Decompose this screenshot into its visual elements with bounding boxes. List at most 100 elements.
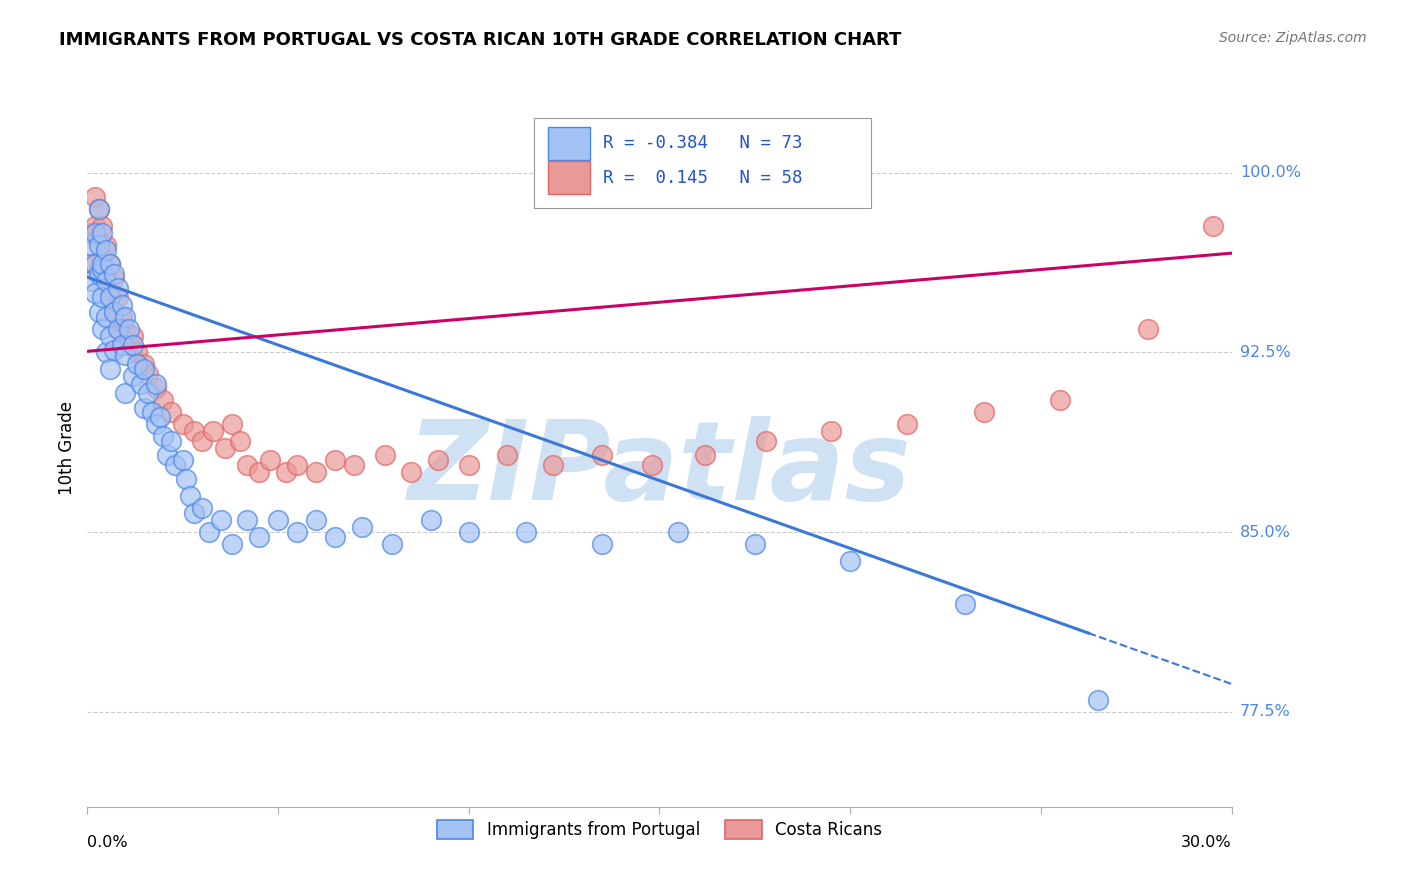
Point xyxy=(83,190,105,204)
Point xyxy=(236,458,259,472)
Point xyxy=(87,261,110,276)
Point xyxy=(163,458,186,472)
Point xyxy=(323,530,346,544)
Legend: Immigrants from Portugal, Costa Ricans: Immigrants from Portugal, Costa Ricans xyxy=(430,813,889,846)
Point xyxy=(103,305,125,319)
Point xyxy=(267,513,290,527)
Point xyxy=(156,449,179,463)
Point xyxy=(145,376,167,391)
FancyBboxPatch shape xyxy=(533,118,872,208)
Point xyxy=(91,290,114,304)
Point xyxy=(96,310,118,324)
Point xyxy=(427,453,450,467)
Point xyxy=(134,362,156,376)
Point xyxy=(755,434,778,448)
Point xyxy=(114,321,136,335)
Point xyxy=(98,328,121,343)
Point xyxy=(87,267,110,281)
Point xyxy=(129,376,152,391)
Text: Source: ZipAtlas.com: Source: ZipAtlas.com xyxy=(1219,31,1367,45)
Point xyxy=(183,506,205,520)
Point xyxy=(179,489,201,503)
Point xyxy=(125,345,148,359)
Point xyxy=(839,554,862,568)
Point xyxy=(457,524,479,539)
Point xyxy=(83,285,105,300)
FancyBboxPatch shape xyxy=(548,127,589,160)
Point xyxy=(152,429,174,443)
Point xyxy=(1201,219,1223,233)
Point xyxy=(176,472,198,486)
Text: 30.0%: 30.0% xyxy=(1181,835,1232,850)
Point xyxy=(87,237,110,252)
Point xyxy=(98,285,121,300)
Point xyxy=(419,513,441,527)
Point xyxy=(209,513,232,527)
Text: 92.5%: 92.5% xyxy=(1240,345,1291,360)
Point xyxy=(343,458,366,472)
Point xyxy=(118,321,141,335)
Point xyxy=(136,386,159,401)
Point xyxy=(973,405,995,419)
Point xyxy=(323,453,346,467)
Point xyxy=(110,298,132,312)
Point xyxy=(136,367,159,381)
Point xyxy=(83,226,105,240)
Point xyxy=(134,358,156,372)
Point xyxy=(96,237,118,252)
Point xyxy=(401,465,423,479)
Point xyxy=(103,271,125,285)
Point xyxy=(91,219,114,233)
Point xyxy=(495,449,517,463)
Point xyxy=(122,328,145,343)
Point xyxy=(641,458,664,472)
Point xyxy=(744,537,766,551)
Point xyxy=(229,434,252,448)
Point xyxy=(114,348,136,362)
Point xyxy=(172,453,194,467)
Point xyxy=(695,449,717,463)
Point xyxy=(1136,321,1159,335)
Text: 85.0%: 85.0% xyxy=(1240,524,1291,540)
Point xyxy=(820,425,842,439)
Point xyxy=(149,410,172,425)
Point xyxy=(91,250,114,264)
Point xyxy=(591,537,613,551)
Point xyxy=(91,226,114,240)
Point xyxy=(134,401,156,415)
Point xyxy=(152,393,174,408)
Text: 0.0%: 0.0% xyxy=(87,835,128,850)
Point xyxy=(122,338,145,352)
Point xyxy=(107,290,129,304)
Point xyxy=(190,434,212,448)
Point xyxy=(96,243,118,257)
Point xyxy=(110,338,132,352)
Text: R = -0.384   N = 73: R = -0.384 N = 73 xyxy=(603,134,803,152)
Point xyxy=(247,530,270,544)
Point xyxy=(80,257,103,271)
Point xyxy=(145,381,167,395)
Point xyxy=(285,458,308,472)
Point xyxy=(172,417,194,432)
Point xyxy=(91,321,114,335)
Point xyxy=(1049,393,1071,408)
Point xyxy=(87,233,110,247)
Point xyxy=(1087,692,1109,706)
Point xyxy=(274,465,297,479)
Point xyxy=(541,458,564,472)
Point xyxy=(118,338,141,352)
Point xyxy=(160,405,183,419)
Text: 100.0%: 100.0% xyxy=(1240,166,1301,180)
Text: 77.5%: 77.5% xyxy=(1240,704,1291,719)
FancyBboxPatch shape xyxy=(548,161,589,194)
Point xyxy=(259,453,281,467)
Point xyxy=(202,425,225,439)
Point xyxy=(198,524,221,539)
Point xyxy=(114,310,136,324)
Point xyxy=(221,537,243,551)
Point xyxy=(114,386,136,401)
Point xyxy=(305,513,328,527)
Point xyxy=(285,524,308,539)
Point xyxy=(190,501,212,516)
Point xyxy=(145,417,167,432)
